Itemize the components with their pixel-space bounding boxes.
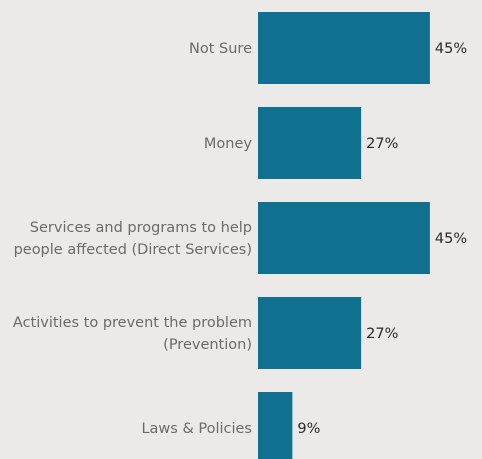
value-labels: 45% 27% 45% 27% 9% bbox=[297, 41, 467, 437]
category-label-1: Money bbox=[204, 136, 252, 152]
category-label-4: Laws & Policies bbox=[141, 421, 252, 437]
value-label-2: 45% bbox=[435, 231, 467, 247]
category-label-0: Not Sure bbox=[189, 41, 252, 57]
category-label-line: (Prevention) bbox=[163, 337, 252, 353]
bars-group bbox=[258, 12, 430, 459]
bar-0 bbox=[258, 12, 430, 84]
value-label-1: 27% bbox=[366, 136, 398, 152]
value-label-4: 9% bbox=[297, 421, 320, 437]
category-label-line: people affected (Direct Services) bbox=[14, 242, 252, 258]
category-label-line: Services and programs to help bbox=[30, 220, 252, 236]
value-label-0: 45% bbox=[435, 41, 467, 57]
value-label-3: 27% bbox=[366, 326, 398, 342]
bar-3 bbox=[258, 297, 362, 369]
category-label-3: Activities to prevent the problem (Preven… bbox=[13, 315, 252, 353]
bar-4 bbox=[258, 392, 293, 459]
bar-1 bbox=[258, 107, 362, 179]
category-label-2: Services and programs to help people affe… bbox=[14, 220, 252, 258]
category-label-line: Money bbox=[204, 136, 252, 152]
category-label-line: Activities to prevent the problem bbox=[13, 315, 252, 331]
category-label-line: Not Sure bbox=[189, 41, 252, 57]
category-labels: Not Sure Money Services and programs to he… bbox=[13, 41, 253, 437]
category-label-line: Laws & Policies bbox=[141, 421, 252, 437]
bar-2 bbox=[258, 202, 430, 274]
